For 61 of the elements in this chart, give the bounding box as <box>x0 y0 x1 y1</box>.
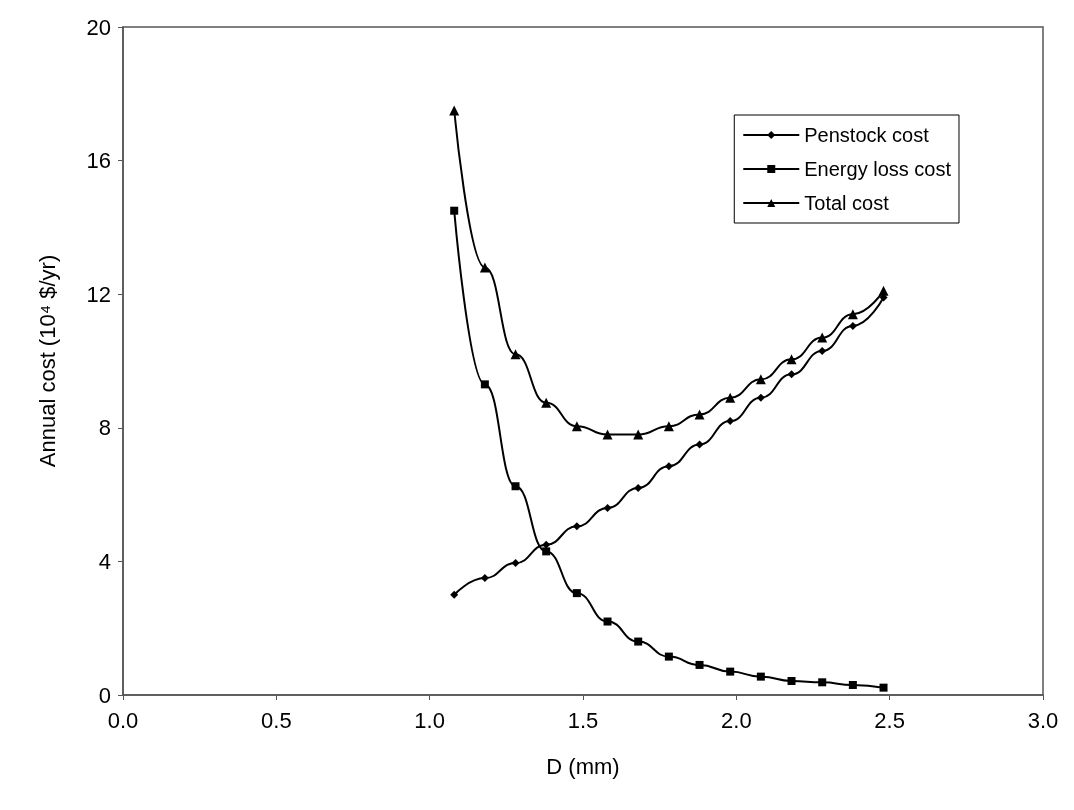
point <box>602 429 613 440</box>
point <box>818 678 827 687</box>
point <box>603 503 612 512</box>
y-tick-label: 16 <box>86 148 111 174</box>
y-axis-title: Annual cost (10⁴ $/yr) <box>34 254 60 468</box>
point <box>787 676 796 685</box>
point <box>847 309 858 320</box>
point <box>848 680 857 689</box>
point <box>695 440 704 449</box>
legend-label: Total cost <box>804 192 890 214</box>
point <box>450 590 459 599</box>
legend-label: Penstock cost <box>804 124 930 146</box>
point <box>572 589 581 598</box>
x-tick-label: 0.0 <box>107 707 139 733</box>
x-axis-title: D (mm) <box>546 753 620 779</box>
point <box>634 483 643 492</box>
point <box>878 285 889 296</box>
point <box>633 429 644 440</box>
point <box>510 349 521 360</box>
point <box>818 346 827 355</box>
point <box>756 672 765 681</box>
point <box>541 397 552 408</box>
x-tick-label: 3.0 <box>1027 707 1059 733</box>
point <box>664 652 673 661</box>
point <box>755 374 766 385</box>
point <box>848 321 857 330</box>
point <box>756 393 765 402</box>
y-tick-label: 20 <box>86 14 111 40</box>
point <box>663 421 674 432</box>
point <box>817 332 828 343</box>
point <box>726 667 735 676</box>
point <box>480 380 489 389</box>
point <box>450 206 459 215</box>
point <box>449 105 460 116</box>
x-tick-label: 0.5 <box>261 707 292 733</box>
point <box>694 409 705 420</box>
point <box>786 354 797 365</box>
y-tick-label: 4 <box>98 548 111 574</box>
point <box>479 262 490 273</box>
point <box>695 660 704 669</box>
point <box>725 392 736 403</box>
y-tick-label: 8 <box>98 415 111 441</box>
point <box>542 547 551 556</box>
point <box>634 637 643 646</box>
y-tick-label: 12 <box>86 281 111 307</box>
x-tick-label: 1.0 <box>414 707 445 733</box>
point <box>603 617 612 626</box>
point <box>787 370 796 379</box>
point <box>511 482 520 491</box>
point <box>726 417 735 426</box>
point <box>879 683 888 692</box>
point <box>571 421 582 432</box>
point <box>664 462 673 471</box>
point <box>511 559 520 568</box>
point <box>572 522 581 531</box>
x-tick-label: 2.5 <box>874 707 905 733</box>
x-tick-label: 2.0 <box>721 707 752 733</box>
y-tick-label: 0 <box>98 682 111 708</box>
legend-label: Energy loss cost <box>804 158 952 180</box>
x-tick-label: 1.5 <box>567 707 599 733</box>
point <box>480 574 489 583</box>
